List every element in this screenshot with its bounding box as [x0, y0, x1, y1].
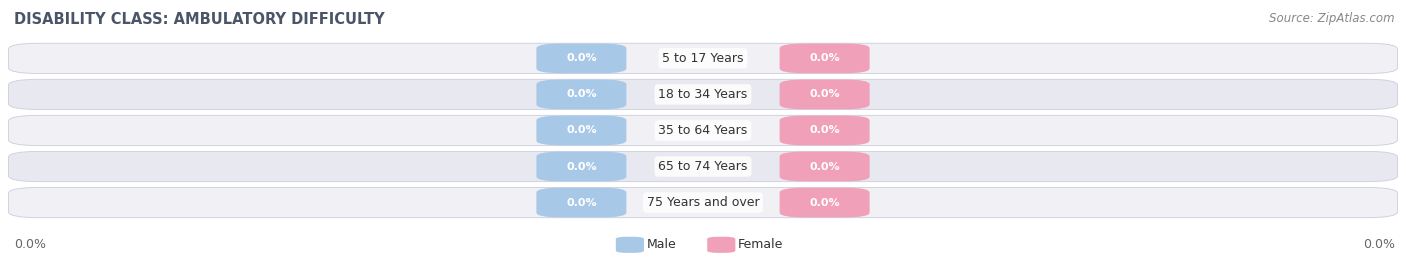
FancyBboxPatch shape: [537, 44, 627, 73]
FancyBboxPatch shape: [779, 116, 869, 145]
Text: 0.0%: 0.0%: [567, 89, 596, 100]
FancyBboxPatch shape: [537, 152, 627, 181]
FancyBboxPatch shape: [779, 152, 869, 181]
Text: 0.0%: 0.0%: [1362, 238, 1395, 251]
Text: 0.0%: 0.0%: [810, 125, 839, 136]
Text: Male: Male: [647, 238, 676, 251]
Text: Female: Female: [738, 238, 783, 251]
Text: 0.0%: 0.0%: [810, 161, 839, 172]
FancyBboxPatch shape: [8, 43, 1398, 73]
FancyBboxPatch shape: [8, 115, 1398, 146]
FancyBboxPatch shape: [8, 187, 1398, 218]
Text: 75 Years and over: 75 Years and over: [647, 196, 759, 209]
Text: DISABILITY CLASS: AMBULATORY DIFFICULTY: DISABILITY CLASS: AMBULATORY DIFFICULTY: [14, 12, 385, 27]
FancyBboxPatch shape: [779, 80, 869, 109]
Text: 0.0%: 0.0%: [567, 125, 596, 136]
Text: 0.0%: 0.0%: [14, 238, 46, 251]
Text: Source: ZipAtlas.com: Source: ZipAtlas.com: [1270, 12, 1395, 25]
FancyBboxPatch shape: [707, 237, 735, 253]
FancyBboxPatch shape: [537, 116, 627, 145]
FancyBboxPatch shape: [779, 44, 869, 73]
Text: 35 to 64 Years: 35 to 64 Years: [658, 124, 748, 137]
Text: 0.0%: 0.0%: [567, 161, 596, 172]
FancyBboxPatch shape: [8, 151, 1398, 182]
Text: 0.0%: 0.0%: [567, 197, 596, 208]
FancyBboxPatch shape: [537, 80, 627, 109]
FancyBboxPatch shape: [779, 188, 869, 217]
Text: 18 to 34 Years: 18 to 34 Years: [658, 88, 748, 101]
FancyBboxPatch shape: [8, 79, 1398, 109]
Text: 0.0%: 0.0%: [810, 89, 839, 100]
Text: 5 to 17 Years: 5 to 17 Years: [662, 52, 744, 65]
Text: 0.0%: 0.0%: [810, 53, 839, 63]
FancyBboxPatch shape: [537, 188, 627, 217]
Text: 0.0%: 0.0%: [810, 197, 839, 208]
Text: 0.0%: 0.0%: [567, 53, 596, 63]
Text: 65 to 74 Years: 65 to 74 Years: [658, 160, 748, 173]
FancyBboxPatch shape: [616, 237, 644, 253]
